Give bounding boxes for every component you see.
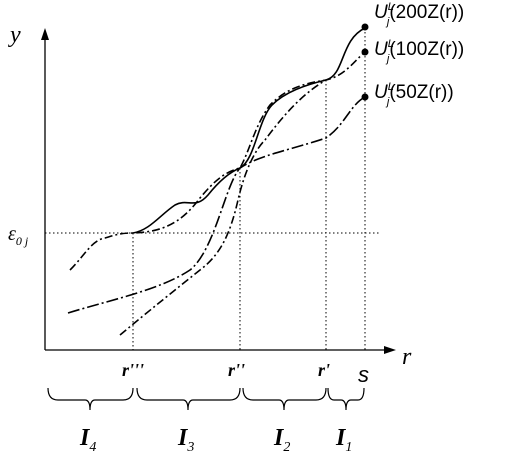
- interval-base: I: [273, 425, 285, 451]
- level-sub: 0 j: [16, 234, 29, 248]
- x-points: r''' r'' r' s: [122, 360, 369, 387]
- x-arrow: [384, 346, 396, 354]
- brace: [242, 387, 327, 411]
- brace: [136, 387, 241, 411]
- intervals: I4 I3 I2 I1: [79, 425, 352, 455]
- label-sup: L: [388, 38, 394, 50]
- label-base: U: [374, 39, 388, 60]
- label-sub: j: [385, 53, 390, 65]
- label-sup: L: [388, 81, 394, 93]
- label-arg: (200Z(r)): [389, 2, 464, 23]
- interval-sub: 4: [89, 440, 96, 455]
- end-dot: [361, 93, 369, 101]
- x-point-label: r': [318, 360, 330, 380]
- interval-base: I: [177, 425, 189, 451]
- label-sub: j: [385, 16, 390, 28]
- x-point-label: r''': [122, 360, 144, 380]
- interval-label: I3: [177, 425, 194, 455]
- label-sub: j: [385, 96, 390, 108]
- label-sup: L: [388, 1, 394, 13]
- x-label: r: [402, 344, 412, 370]
- brace: [47, 387, 134, 411]
- level-label: ε0 j: [8, 223, 29, 248]
- end-dot: [361, 48, 369, 56]
- interval-label: I4: [79, 425, 96, 455]
- brace: [327, 387, 365, 411]
- curve-100: [69, 51, 366, 271]
- label-base: U: [374, 82, 388, 103]
- interval-sub: 2: [283, 440, 290, 455]
- x-point-label: r'': [228, 360, 245, 380]
- curve-aux: [119, 79, 327, 336]
- x-point-label: s: [358, 362, 369, 387]
- label-base: U: [374, 2, 388, 23]
- interval-label: I2: [273, 425, 290, 455]
- label-arg: (100Z(r)): [389, 39, 464, 60]
- curve-label: UL j(50Z(r)): [374, 81, 454, 108]
- curve-labels: UL j(200Z(r))UL j(100Z(r))UL j(50Z(r)): [374, 1, 464, 108]
- level-base: ε: [8, 223, 16, 245]
- curve-label: UL j(100Z(r)): [374, 38, 464, 65]
- curve-200: [132, 27, 366, 234]
- curve-label: UL j(200Z(r)): [374, 1, 464, 28]
- interval-sub: 1: [345, 440, 352, 455]
- interval-base: I: [335, 425, 347, 451]
- interval-base: I: [79, 425, 91, 451]
- interval-label: I1: [335, 425, 352, 455]
- y-arrow: [41, 28, 49, 40]
- y-label: y: [8, 22, 21, 48]
- interval-sub: 3: [186, 440, 194, 455]
- end-dot: [361, 23, 369, 31]
- label-arg: (50Z(r)): [389, 82, 453, 103]
- curve-50: [67, 96, 366, 314]
